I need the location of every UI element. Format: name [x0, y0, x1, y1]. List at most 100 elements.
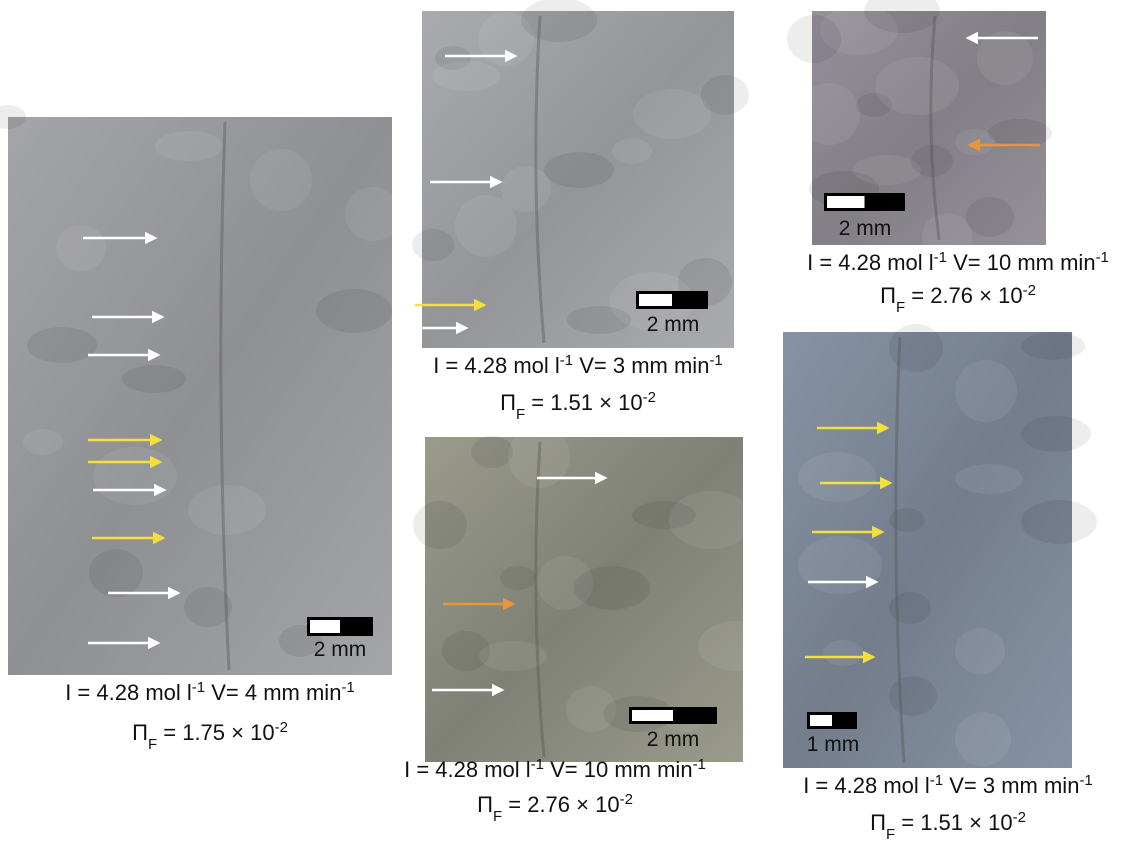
texture [27, 327, 97, 363]
caption-line: ΠF = 1.75 × 10-2 [132, 719, 288, 753]
caption-text: I = 4.28 mol l [433, 353, 560, 378]
weld-seam [219, 121, 231, 671]
texture [701, 75, 749, 115]
texture [574, 566, 650, 610]
caption-text: V= 4 mm min [205, 680, 341, 705]
texture [478, 12, 534, 66]
texture [1021, 416, 1091, 452]
texture [889, 592, 931, 624]
texture [988, 119, 1052, 147]
texture [412, 229, 454, 261]
caption-text: V= 10 mm min [947, 250, 1096, 275]
texture [875, 57, 959, 115]
texture [566, 686, 616, 732]
caption-text: I = 4.28 mol l [803, 773, 930, 798]
caption-text: V= 10 mm min [544, 757, 693, 782]
superscript: -1 [341, 679, 354, 696]
weld-seam [894, 336, 906, 764]
photo [8, 117, 392, 675]
scale-bar-half [639, 294, 672, 306]
symbol: Π [500, 390, 516, 415]
texture [787, 15, 841, 63]
texture [977, 31, 1033, 85]
superscript: -1 [1096, 249, 1109, 266]
caption-text: I = 4.28 mol l [65, 680, 192, 705]
symbol: Π [870, 810, 886, 835]
texture [889, 324, 943, 372]
caption-text: = 2.76 × 10 [905, 283, 1022, 308]
texture [89, 549, 143, 597]
panel: 2 mmI = 4.28 mol l-1 V= 10 mm min-1ΠF = … [787, 0, 1109, 316]
texture [1021, 332, 1085, 360]
texture [922, 213, 972, 259]
superscript: -2 [275, 719, 288, 736]
texture [188, 485, 266, 535]
symbol: Π [880, 283, 896, 308]
texture [823, 640, 863, 666]
photo [783, 332, 1072, 768]
superscript: -1 [709, 352, 722, 369]
symbol: Π [132, 720, 148, 745]
texture [889, 508, 925, 532]
scale-bar-half [810, 715, 832, 726]
superscript: -1 [560, 352, 573, 369]
texture [955, 712, 1011, 766]
texture [122, 365, 186, 393]
texture [432, 61, 500, 91]
scale-bar-half [632, 710, 673, 721]
caption-text: I = 4.28 mol l [807, 250, 934, 275]
scale-bar-half [827, 196, 865, 208]
superscript: -1 [930, 772, 943, 789]
panel: 2 mmI = 4.28 mol l-1 V= 4 mm min-1ΠF = 1… [0, 105, 401, 753]
texture [864, 0, 940, 33]
texture [93, 447, 177, 505]
superscript: -1 [531, 756, 544, 773]
scale-bar-half [310, 620, 340, 633]
texture [798, 83, 860, 145]
superscript: -1 [1079, 772, 1092, 789]
caption-line: ΠF = 2.76 × 10-2 [880, 282, 1036, 316]
panel: 1 mmI = 4.28 mol l-1 V= 3 mm min-1ΠF = 1… [783, 324, 1097, 843]
texture [798, 536, 882, 594]
scale-label: 2 mm [314, 638, 367, 661]
texture [479, 641, 547, 671]
texture [56, 225, 106, 271]
caption-text: I = 4.28 mol l [404, 757, 531, 782]
texture [955, 360, 1017, 422]
texture [911, 145, 953, 177]
texture [345, 187, 401, 241]
symbol: Π [477, 792, 493, 817]
caption-text: = 1.75 × 10 [157, 720, 274, 745]
subscript: F [886, 826, 895, 843]
superscript: -1 [693, 756, 706, 773]
texture [567, 306, 631, 334]
scale-label: 2 mm [839, 217, 892, 240]
texture [500, 566, 536, 590]
texture [632, 501, 696, 529]
texture [435, 46, 471, 70]
caption-text: = 1.51 × 10 [525, 390, 642, 415]
scale-label: 2 mm [647, 728, 700, 751]
texture [889, 676, 937, 716]
caption-line: ΠF = 2.76 × 10-2 [477, 791, 633, 825]
caption-line: I = 4.28 mol l-1 V= 10 mm min-1 [404, 756, 706, 783]
texture [966, 197, 1014, 237]
caption-line: ΠF = 1.51 × 10-2 [500, 389, 656, 423]
texture [955, 464, 1023, 494]
texture [184, 587, 232, 627]
texture [853, 155, 921, 185]
caption-line: I = 4.28 mol l-1 V= 3 mm min-1 [803, 772, 1093, 799]
weld-seam [534, 441, 546, 758]
texture [798, 452, 876, 502]
subscript: F [148, 736, 157, 753]
panel: 2 mmI = 4.28 mol l-1 V= 10 mm min-1ΠF = … [404, 426, 776, 825]
texture [537, 556, 593, 610]
texture [669, 491, 753, 549]
texture [856, 93, 892, 117]
texture [508, 426, 570, 488]
scale-label: 2 mm [647, 313, 700, 336]
caption-line: ΠF = 1.51 × 10-2 [870, 809, 1026, 843]
texture [521, 0, 597, 42]
texture [955, 129, 995, 155]
